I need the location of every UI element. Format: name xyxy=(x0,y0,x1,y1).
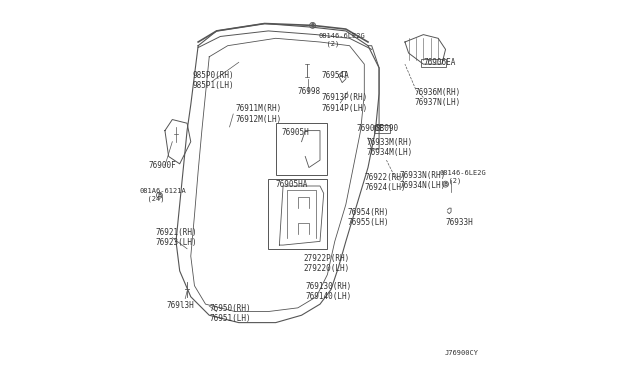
Text: 08146-6LE2G
  (2): 08146-6LE2G (2) xyxy=(318,33,365,47)
FancyBboxPatch shape xyxy=(420,59,446,67)
Text: B: B xyxy=(444,182,447,187)
Text: 76906E: 76906E xyxy=(357,124,385,133)
Text: 76900F: 76900F xyxy=(148,161,176,170)
Text: B: B xyxy=(157,193,161,198)
Text: 76905HA: 76905HA xyxy=(276,180,308,189)
Text: 76905H: 76905H xyxy=(281,128,309,137)
Text: 76906EA: 76906EA xyxy=(424,58,456,67)
Text: 88090: 88090 xyxy=(376,124,399,133)
Text: 76921(RH)
76923(LH): 76921(RH) 76923(LH) xyxy=(156,228,197,247)
Text: 76998: 76998 xyxy=(298,87,321,96)
Text: 76913P(RH)
76914P(LH): 76913P(RH) 76914P(LH) xyxy=(322,93,368,113)
Text: 769l3H: 769l3H xyxy=(167,301,195,311)
Text: B: B xyxy=(310,23,315,28)
Text: 27922P(RH)
279220(LH): 27922P(RH) 279220(LH) xyxy=(303,254,349,273)
Text: J76900CY: J76900CY xyxy=(445,350,479,356)
Text: 76922(RH)
76924(LH): 76922(RH) 76924(LH) xyxy=(364,173,406,192)
Text: 76911M(RH)
76912M(LH): 76911M(RH) 76912M(LH) xyxy=(235,104,282,124)
Text: 76933N(RH)
76934N(LH): 76933N(RH) 76934N(LH) xyxy=(399,171,445,190)
Text: 76933M(RH)
76934M(LH): 76933M(RH) 76934M(LH) xyxy=(366,138,412,157)
FancyBboxPatch shape xyxy=(374,125,390,133)
Text: 76936M(RH)
76937N(LH): 76936M(RH) 76937N(LH) xyxy=(414,88,460,107)
Text: 76933H: 76933H xyxy=(445,218,474,227)
FancyBboxPatch shape xyxy=(268,179,328,249)
Text: 985P0(RH)
985P1(LH): 985P0(RH) 985P1(LH) xyxy=(193,71,234,90)
Text: 76954A: 76954A xyxy=(322,71,349,80)
Text: 081A6-6121A
  (24): 081A6-6121A (24) xyxy=(139,189,186,202)
Text: 76950(RH)
76951(LH): 76950(RH) 76951(LH) xyxy=(209,304,251,323)
FancyBboxPatch shape xyxy=(276,123,328,175)
Text: 769130(RH)
769140(LH): 769130(RH) 769140(LH) xyxy=(305,282,351,301)
Text: 76954(RH)
76955(LH): 76954(RH) 76955(LH) xyxy=(348,208,389,227)
Text: 08146-6LE2G
  (2): 08146-6LE2G (2) xyxy=(440,170,487,183)
